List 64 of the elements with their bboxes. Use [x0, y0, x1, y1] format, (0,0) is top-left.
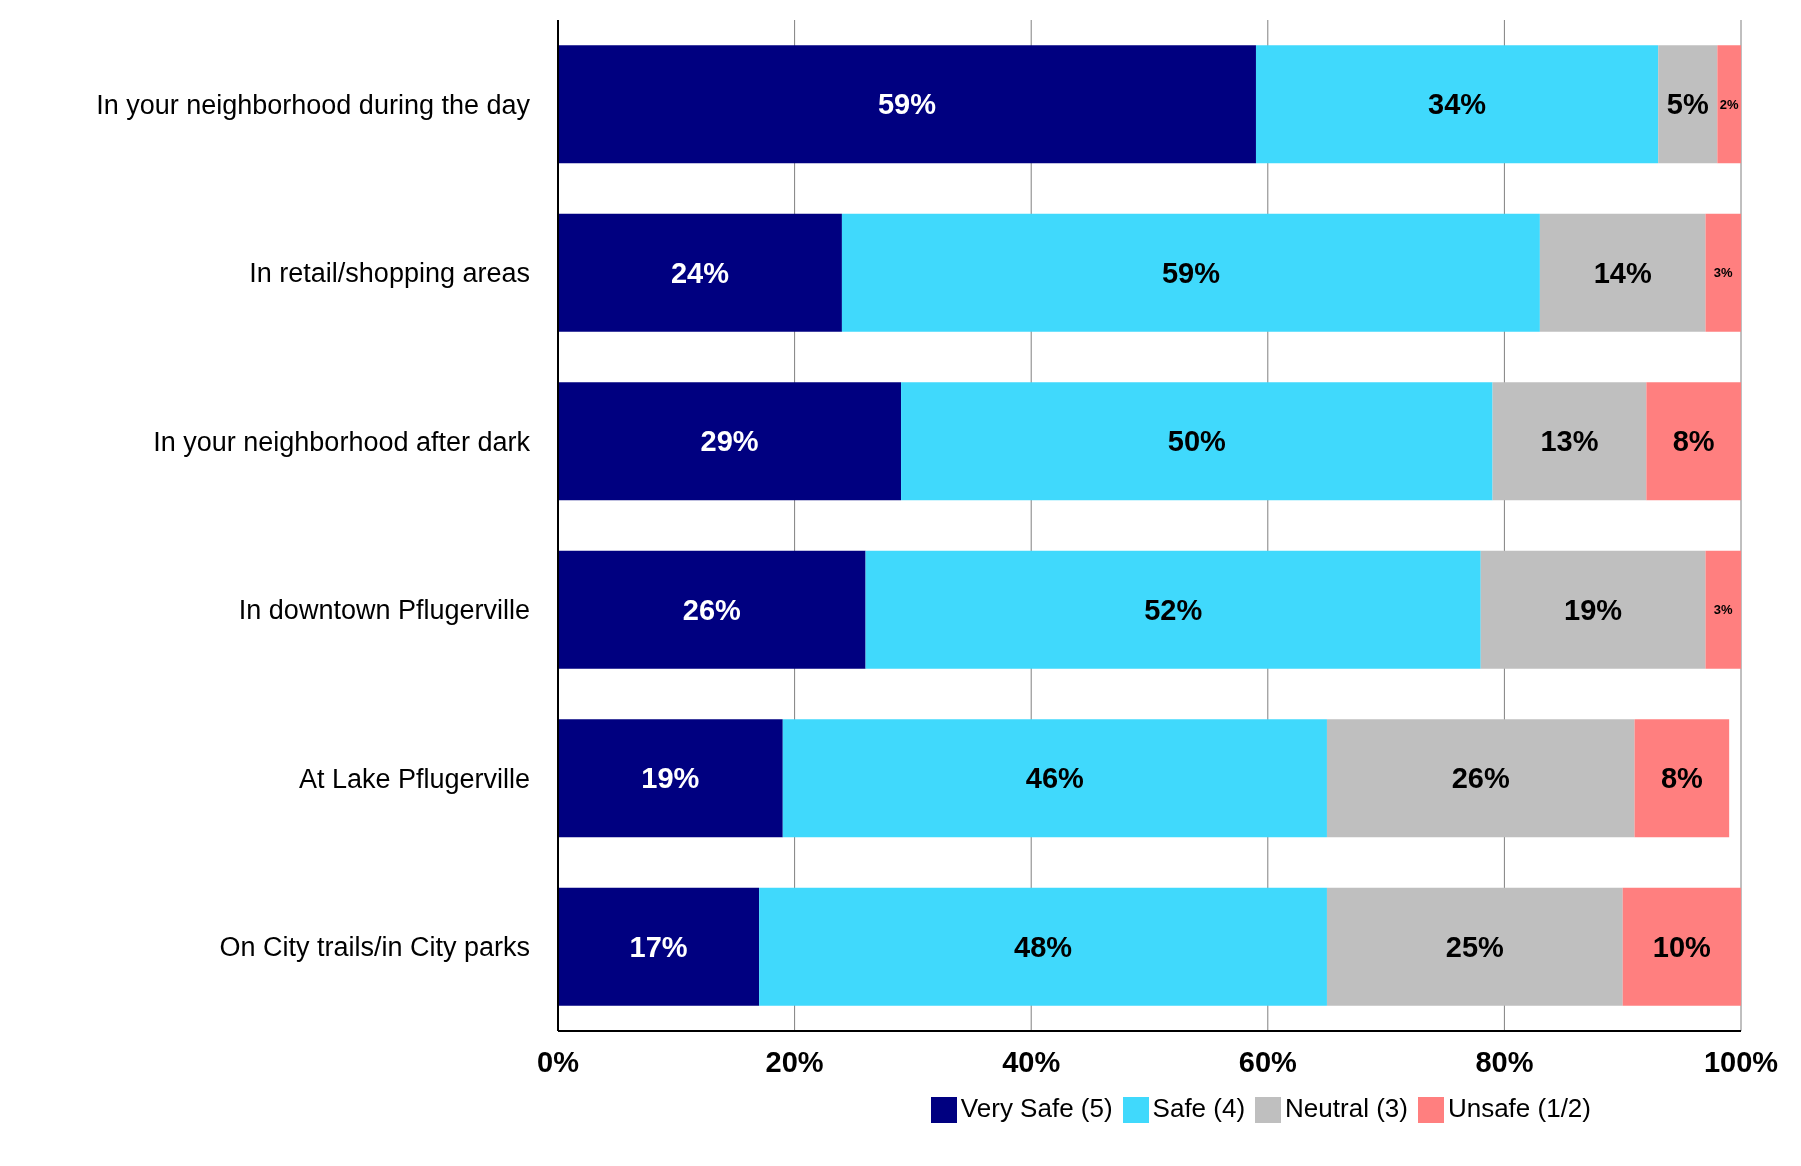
data-label: 59% — [1161, 256, 1221, 289]
x-tick-label: 60% — [1238, 1045, 1298, 1078]
bar — [1658, 45, 1718, 164]
y-tick-label: In your neighborhood after dark — [153, 426, 531, 457]
legend-label: Neutral (3) — [1285, 1093, 1408, 1123]
data-label: 19% — [1564, 593, 1623, 626]
bar — [558, 550, 866, 669]
data-label: 8% — [1660, 762, 1704, 795]
bar — [1326, 887, 1623, 1006]
data-label: 10% — [1652, 930, 1712, 963]
bar — [558, 213, 842, 332]
data-label: 8% — [1672, 425, 1715, 458]
bar — [1622, 887, 1741, 1006]
bar — [558, 45, 1256, 164]
data-label: 14% — [1593, 256, 1652, 289]
bar — [1492, 382, 1647, 501]
x-tick-label: 80% — [1475, 1045, 1534, 1078]
bar — [759, 887, 1327, 1006]
data-label: 3% — [1713, 602, 1734, 618]
x-tick-label: 20% — [765, 1045, 824, 1078]
bar — [782, 719, 1327, 838]
bar — [1705, 213, 1741, 332]
x-tick-label: 40% — [1002, 1045, 1061, 1078]
bar — [558, 887, 760, 1006]
data-label: 3% — [1713, 265, 1734, 281]
data-label: 19% — [641, 762, 700, 795]
data-label: 26% — [1451, 762, 1510, 795]
data-label: 52% — [1144, 593, 1203, 626]
bar — [1480, 550, 1706, 669]
bar — [901, 382, 1493, 501]
data-label: 24% — [670, 256, 730, 289]
y-tick-label: In retail/shopping areas — [249, 258, 530, 289]
bar — [865, 550, 1481, 669]
legend-label: Unsafe (1/2) — [1447, 1093, 1591, 1123]
bar — [558, 719, 783, 838]
bar — [1539, 213, 1706, 332]
bar — [1705, 550, 1741, 669]
data-label: 25% — [1445, 930, 1505, 963]
data-label: 46% — [1025, 762, 1085, 795]
y-tick-label: On City trails/in City parks — [219, 932, 530, 963]
y-tick-label: At Lake Pflugerville — [298, 763, 530, 794]
data-label: 26% — [682, 593, 742, 626]
bar — [1646, 382, 1741, 501]
data-label: 34% — [1428, 88, 1487, 121]
data-label: 59% — [877, 88, 937, 121]
y-tick-label: In downtown Pflugerville — [238, 595, 530, 626]
legend-label: Safe (4) — [1152, 1093, 1246, 1123]
data-label: 5% — [1666, 88, 1709, 121]
bar — [1634, 719, 1730, 838]
x-tick-label: 0% — [537, 1045, 580, 1078]
data-label: 17% — [629, 930, 688, 963]
bar — [558, 382, 902, 501]
data-label: 50% — [1167, 425, 1227, 458]
x-tick-label: 100% — [1703, 1045, 1779, 1078]
bar — [841, 213, 1540, 332]
bar — [1717, 45, 1741, 164]
data-label: 2% — [1719, 96, 1739, 112]
y-tick-label: In your neighborhood during the day — [96, 89, 531, 120]
bar — [1255, 45, 1659, 164]
legend-label: Very Safe (5) — [960, 1093, 1113, 1123]
data-label: 13% — [1540, 425, 1599, 458]
bar — [1326, 719, 1635, 838]
data-label: 29% — [700, 425, 759, 458]
data-label: 48% — [1014, 930, 1073, 963]
